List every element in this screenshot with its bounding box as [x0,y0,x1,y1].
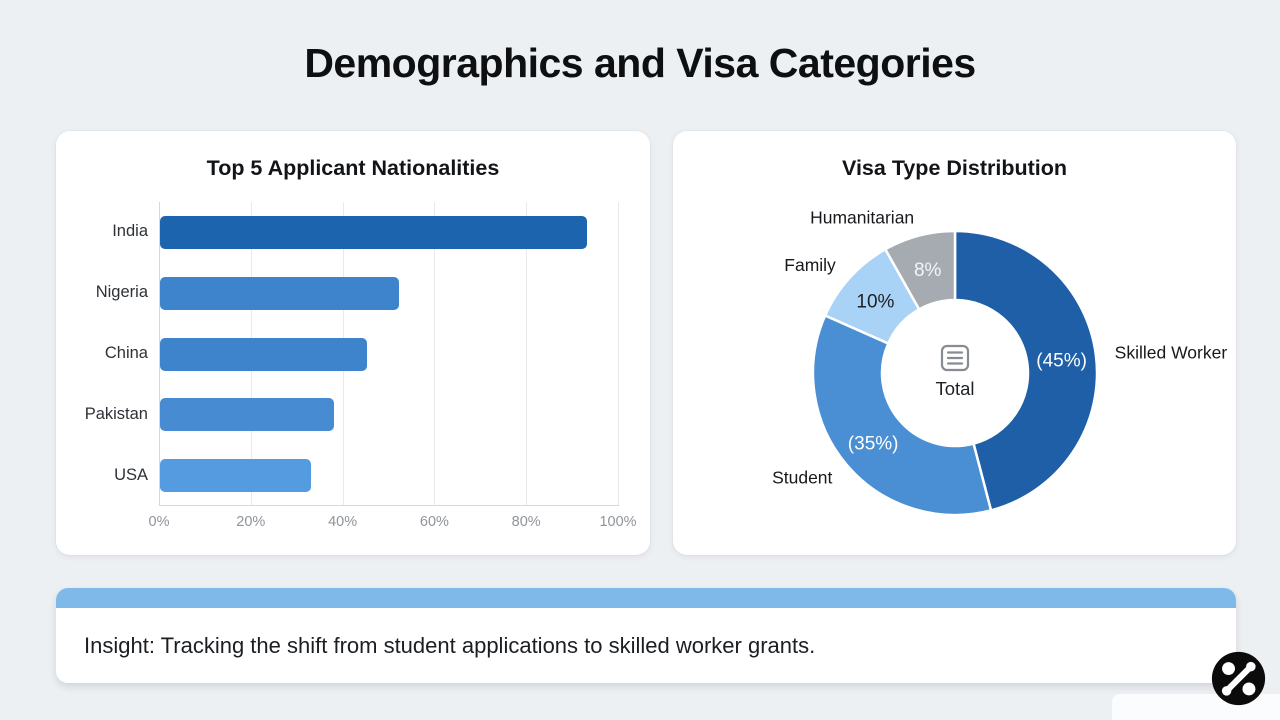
x-axis-tick-label: 40% [328,514,358,530]
donut-chart-card: Visa Type Distribution (45%) Skilled Work… [673,131,1236,555]
bar-chart-gridline [434,202,436,506]
x-axis-tick-label: 20% [236,514,266,530]
bar-category-label: Nigeria [95,283,148,302]
donut-slice-skilled-worker [953,229,1099,512]
insight-text: Insight: Tracking the shift from student… [84,632,816,658]
x-axis-tick-label: 0% [148,514,170,530]
donut-slice-value-label: (35%) [848,434,899,455]
page-title: Demographics and Visa Categories [304,40,976,86]
bar-china [160,337,367,371]
bar-nigeria [160,276,399,310]
bar-chart-gridline [159,202,160,506]
percent-logo-icon [1211,651,1266,706]
donut-slice-name-label: Skilled Worker [1115,342,1228,362]
bar-usa [160,459,312,493]
bar-chart-title: Top 5 Applicant Nationalities [206,156,500,180]
donut-chart: (45%) Skilled Worker (35%) Student 10% Family… [772,207,1228,517]
donut-slice-value-label: 10% [856,292,894,313]
bar-india [160,215,587,249]
x-axis-tick-label: 60% [419,514,449,530]
donut-slice-name-label: Student [772,467,832,487]
donut-slice-humanitarian [884,229,957,311]
donut-slice-name-label: Family [784,255,836,275]
donut-chart-title: Visa Type Distribution [842,156,1067,180]
insight-accent-strip [56,588,1236,608]
bar-chart-axis-line [159,505,619,506]
bar-chart-plot [159,202,619,506]
x-axis-tick-label: 100% [599,514,637,530]
document-lines-icon [940,344,970,372]
bar-pakistan [160,398,335,432]
bar-category-label: India [112,222,148,241]
donut-center-label: Total [935,378,974,399]
bar-category-label: China [104,344,148,362]
donut-slice-student [811,314,993,517]
bar-chart-card: Top 5 Applicant Nationalities 0% 20% 40% 60… [56,131,650,555]
donut-slice-value-label: 8% [914,260,942,281]
bar-category-label: Pakistan [84,404,148,423]
x-axis-tick-label: 80% [511,514,541,530]
bar-category-label: USA [114,465,148,484]
donut-slice-name-label: Humanitarian [810,207,914,227]
insight-body: Insight: Tracking the shift from student… [56,608,1236,683]
bar-chart-gridline [618,202,619,506]
bar-chart-gridline [526,202,528,506]
insight-card: Insight: Tracking the shift from student… [56,588,1236,683]
donut-slice-value-label: (45%) [1036,350,1087,371]
